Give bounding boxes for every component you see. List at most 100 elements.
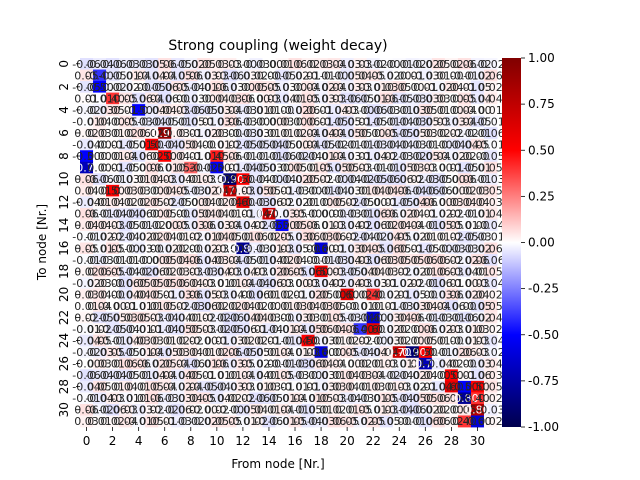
cell-value-label: -0.04 bbox=[137, 369, 165, 382]
heatmap-cell bbox=[275, 369, 289, 382]
heatmap-cell bbox=[405, 334, 420, 347]
cell-value-label: 0.05 bbox=[387, 254, 412, 267]
heatmap-cell bbox=[340, 380, 355, 393]
heatmap-cell bbox=[106, 277, 120, 290]
cell-value-label: 0.06 bbox=[296, 115, 321, 128]
heatmap-cell bbox=[275, 115, 289, 128]
cell-value-label: 0.06 bbox=[426, 415, 451, 428]
cell-value-label: 0.03 bbox=[87, 277, 112, 290]
heatmap-cell bbox=[236, 161, 250, 174]
heatmap-cell bbox=[80, 150, 94, 163]
cell-value-label: 0.05 bbox=[165, 185, 190, 198]
heatmap-cell bbox=[80, 311, 94, 324]
cell-value-label: 0.03 bbox=[309, 300, 334, 313]
cell-value-label: 0.05 bbox=[179, 369, 204, 382]
cell-value-label: -0.60 bbox=[463, 415, 491, 428]
heatmap-cell bbox=[366, 242, 381, 255]
heatmap-cell bbox=[275, 242, 289, 255]
cell-value-label: -0.00 bbox=[190, 335, 218, 348]
cell-value-label: 0.04 bbox=[205, 92, 230, 105]
heatmap-cell bbox=[366, 58, 381, 70]
cell-value-label: 0.06 bbox=[413, 323, 438, 336]
y-tick-label: 2 bbox=[57, 83, 71, 91]
cell-value-label: -0.50 bbox=[124, 104, 152, 117]
cell-value-label: 0.02 bbox=[439, 358, 464, 371]
heatmap-cell bbox=[457, 380, 472, 393]
cell-value-label: 0.03 bbox=[465, 185, 490, 198]
cell-value-label: -0.04 bbox=[111, 323, 139, 336]
cell-value-label: 0.05 bbox=[74, 69, 99, 82]
cell-value-label: -0.00 bbox=[111, 242, 139, 255]
heatmap-cell bbox=[262, 219, 276, 232]
heatmap-cell bbox=[223, 254, 237, 266]
cell-value-label: -0.05 bbox=[216, 323, 244, 336]
cell-value-label: 0.01 bbox=[74, 300, 99, 313]
heatmap-cell bbox=[262, 415, 276, 428]
cell-value-label: -0.02 bbox=[203, 311, 231, 324]
cell-value-label: 0.02 bbox=[152, 196, 177, 209]
heatmap-cell bbox=[340, 230, 355, 243]
cell-value-label: 0.06 bbox=[426, 265, 451, 278]
heatmap-cell bbox=[340, 58, 355, 70]
cell-value-label: 0.04 bbox=[139, 173, 164, 186]
heatmap-cell bbox=[418, 207, 433, 220]
heatmap-cell bbox=[379, 323, 394, 336]
heatmap-cell bbox=[405, 357, 420, 370]
heatmap-cell bbox=[132, 369, 146, 382]
heatmap-cell bbox=[314, 184, 328, 197]
heatmap-cell bbox=[236, 207, 250, 220]
heatmap-cell bbox=[392, 323, 407, 336]
heatmap-cell bbox=[418, 58, 433, 70]
cell-value-label: -0.01 bbox=[359, 404, 387, 417]
cell-value-label: 0.05 bbox=[270, 369, 295, 382]
heatmap-cell bbox=[405, 115, 420, 128]
cell-value-label: 0.03 bbox=[205, 127, 230, 140]
cell-value-label: 0.00 bbox=[270, 162, 295, 175]
heatmap-cell bbox=[418, 196, 433, 209]
heatmap-cell bbox=[262, 277, 276, 290]
heatmap-cell bbox=[353, 323, 368, 336]
cell-value-label: 0.01 bbox=[257, 346, 282, 359]
heatmap-cell bbox=[418, 161, 433, 174]
heatmap-cell bbox=[210, 104, 224, 117]
heatmap-cell bbox=[80, 173, 94, 186]
x-tick-label: 6 bbox=[161, 434, 169, 448]
heatmap-cell bbox=[314, 115, 328, 128]
cell-value-label: -0.03 bbox=[424, 311, 452, 324]
cell-value-label: 0.06 bbox=[205, 358, 230, 371]
heatmap-cell bbox=[158, 58, 172, 70]
cell-value-label: -0.03 bbox=[242, 58, 270, 71]
heatmap-cell bbox=[470, 265, 485, 278]
heatmap-cell bbox=[262, 69, 276, 82]
cell-value-label: -0.01 bbox=[450, 335, 478, 348]
heatmap-cell bbox=[210, 81, 224, 93]
cell-value-label: 0.01 bbox=[100, 127, 125, 140]
cell-value-label: -0.03 bbox=[150, 392, 178, 405]
cell-value-label: 0.06 bbox=[413, 254, 438, 267]
heatmap-cell bbox=[145, 184, 159, 197]
heatmap-cell bbox=[288, 219, 302, 232]
cell-value-label: 0.00 bbox=[87, 150, 112, 163]
cell-value-label: 0.04 bbox=[152, 69, 177, 82]
cell-value-label: 0.05 bbox=[413, 104, 438, 117]
cell-value-label: 0.04 bbox=[152, 104, 177, 117]
x-tick-label: 14 bbox=[261, 434, 276, 448]
heatmap-cell bbox=[275, 207, 289, 220]
heatmap-cell bbox=[340, 127, 355, 140]
heatmap-cell bbox=[106, 415, 120, 428]
heatmap-cell bbox=[145, 230, 159, 243]
heatmap-cell bbox=[314, 138, 328, 151]
heatmap-cell bbox=[210, 265, 224, 278]
heatmap-cell bbox=[275, 323, 289, 336]
heatmap-cell bbox=[93, 277, 107, 290]
heatmap-cell bbox=[314, 254, 328, 266]
heatmap-cell bbox=[80, 265, 94, 278]
heatmap-cell bbox=[197, 58, 211, 70]
heatmap-cell bbox=[405, 184, 420, 197]
heatmap-cell bbox=[444, 58, 459, 70]
cell-value-label: -0.03 bbox=[307, 381, 335, 394]
cell-value-label: -0.04 bbox=[320, 104, 348, 117]
cell-value-label: -0.05 bbox=[320, 115, 348, 128]
cell-value-label: -0.40 bbox=[346, 323, 374, 336]
cell-value-label: 0.05 bbox=[413, 392, 438, 405]
